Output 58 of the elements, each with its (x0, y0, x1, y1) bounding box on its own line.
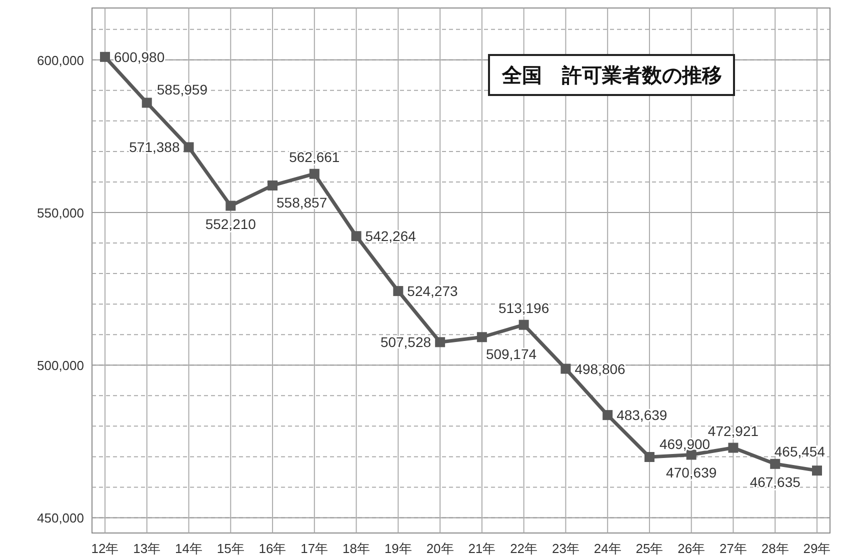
x-tick-label: 20年 (426, 541, 454, 556)
data-label: 470,639 (666, 464, 717, 481)
data-label: 472,921 (708, 422, 759, 439)
y-tick-label: 550,000 (37, 206, 84, 221)
x-tick-label: 12年 (91, 541, 119, 556)
data-label: 509,174 (486, 346, 537, 362)
x-tick-label: 18年 (342, 541, 370, 556)
x-tick-label: 27年 (720, 541, 747, 556)
point (393, 286, 404, 296)
point (770, 458, 780, 469)
data-label: 465,454 (774, 444, 826, 460)
data-label: 469,900 (659, 436, 710, 452)
point (435, 337, 446, 348)
x-tick-label: 29年 (803, 541, 831, 556)
data-label: 571,388 (129, 139, 180, 156)
data-label: 585,959 (156, 82, 208, 98)
data-label: 562,661 (289, 148, 340, 165)
point (309, 168, 320, 179)
x-tick-label: 25年 (636, 541, 664, 556)
x-tick-label: 23年 (552, 541, 580, 556)
y-tick-label: 500,000 (37, 358, 84, 374)
data-label: 498,806 (574, 360, 626, 377)
point (184, 142, 194, 152)
x-tick-label: 26年 (678, 541, 706, 556)
x-tick-label: 14年 (175, 541, 202, 556)
data-label: 483,639 (616, 407, 668, 424)
y-tick-label: 450,000 (37, 510, 84, 526)
point (476, 332, 487, 342)
point (812, 466, 822, 476)
data-label: 513,196 (498, 300, 550, 316)
x-tick-label: 28年 (761, 541, 789, 556)
data-label: 467,635 (750, 474, 801, 490)
x-tick-label: 24年 (594, 541, 622, 556)
data-label: 552,210 (205, 216, 256, 232)
data-label: 524,273 (407, 283, 458, 300)
point (226, 200, 236, 211)
point (518, 320, 529, 330)
point (268, 180, 278, 190)
data-label: 558,857 (276, 194, 328, 210)
point (560, 364, 571, 374)
x-tick-label: 16年 (258, 541, 286, 556)
point (100, 52, 110, 62)
x-tick-label: 15年 (216, 541, 244, 556)
data-label: 507,528 (380, 334, 432, 350)
x-tick-label: 17年 (300, 541, 328, 556)
y-tick-label: 600,000 (37, 52, 84, 68)
data-label: 542,264 (365, 228, 416, 244)
x-tick-label: 22年 (510, 541, 538, 556)
text: 全国 許可業者数の推移 (501, 63, 722, 87)
point (142, 98, 152, 108)
point (602, 410, 613, 420)
point (351, 231, 362, 242)
point (644, 452, 654, 462)
x-tick-label: 19年 (384, 541, 412, 556)
data-label: 600,980 (114, 48, 165, 65)
x-tick-label: 13年 (133, 541, 161, 556)
x-tick-label: 21年 (468, 541, 496, 556)
point (728, 442, 738, 453)
